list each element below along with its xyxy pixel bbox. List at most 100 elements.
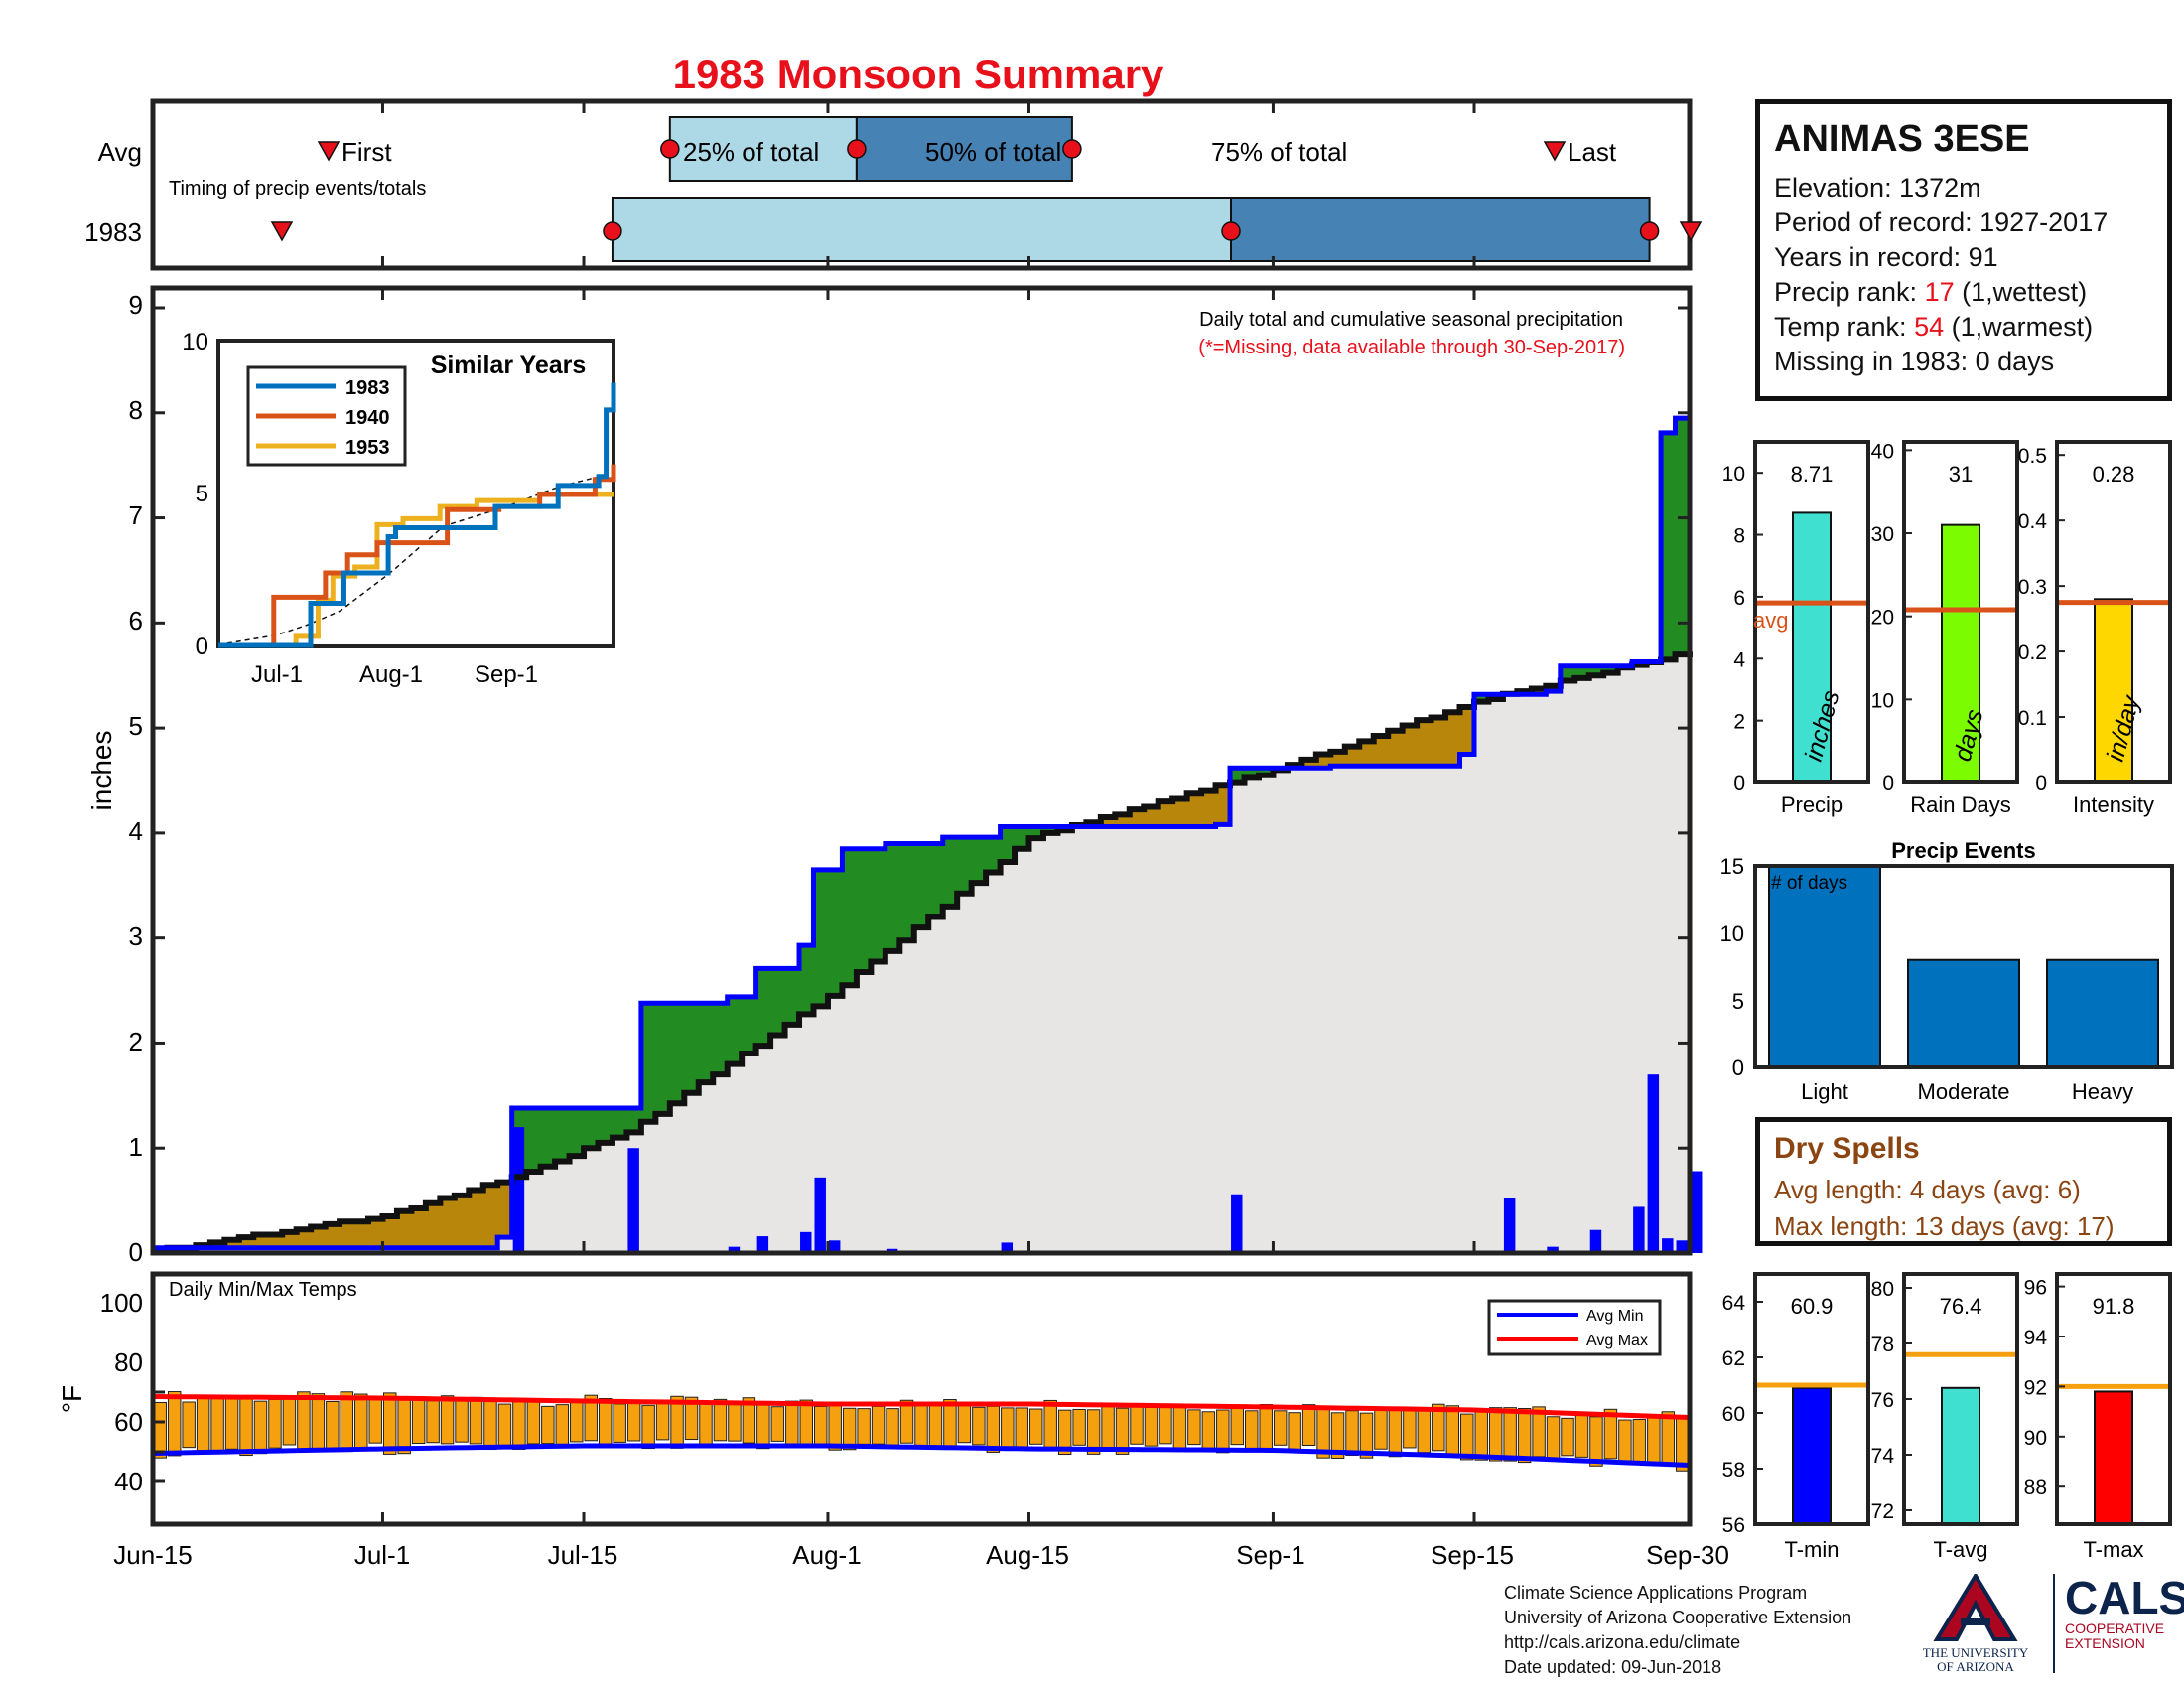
tmin-panel-y-tick: 62 <box>1722 1347 1745 1370</box>
daily-temp-bar <box>555 1404 570 1445</box>
daily-temp-bar <box>943 1399 957 1450</box>
daily-precip-bar <box>814 1177 826 1253</box>
tmin-panel-label: T-min <box>1785 1537 1840 1562</box>
surplus-area <box>569 1108 585 1157</box>
daily-temp-bar <box>512 1401 526 1450</box>
deficit-area <box>482 1185 498 1248</box>
deficit-area <box>224 1239 240 1248</box>
surplus-area <box>612 1108 628 1138</box>
daily-temp-bar <box>1101 1403 1115 1450</box>
daily-temp-bar <box>1245 1410 1259 1453</box>
daily-temp-bar <box>899 1399 914 1444</box>
year-50-75-bar <box>1230 197 1651 262</box>
daily-temp-bar <box>469 1396 483 1445</box>
daily-temp-bar <box>239 1395 253 1457</box>
daily-temp-bar <box>655 1400 670 1441</box>
daily-temp-bar <box>1144 1406 1159 1447</box>
legend-label-1983: 1983 <box>345 377 390 399</box>
precip-rank-value: 17 <box>1924 277 1955 307</box>
inset-average-line <box>217 474 607 646</box>
y-tick: 2 <box>129 1027 143 1056</box>
daily-temp-bar <box>756 1403 770 1450</box>
timing-panel: Avg 1983 Timing of precip events/totals … <box>84 98 1703 271</box>
average-cumulative-area <box>153 651 1690 1253</box>
daily-temp-bar <box>570 1401 584 1443</box>
deficit-area <box>425 1202 441 1248</box>
events-y-tick: 10 <box>1720 921 1744 946</box>
year-25-50-bar <box>611 197 1232 262</box>
main-frame <box>150 285 1693 1256</box>
daily-temp-bar <box>785 1400 799 1448</box>
surplus-area <box>813 869 829 1007</box>
surplus-area <box>928 843 944 917</box>
events-x-tick: Moderate <box>1918 1079 2010 1104</box>
daily-temp-bar <box>813 1405 828 1446</box>
daily-temp-bar <box>1130 1406 1144 1445</box>
tmax-panel-y-tick: 94 <box>2024 1327 2048 1349</box>
daily-temp-bar <box>196 1395 210 1454</box>
events-frame <box>1753 864 2174 1069</box>
surplus-area <box>669 1003 685 1104</box>
precip-events-chart: Precip Events # of days 0 5 10 15 Light … <box>1720 838 2174 1104</box>
surplus-area <box>885 843 900 951</box>
temp-frame <box>150 1271 1693 1527</box>
surplus-area <box>584 1108 600 1149</box>
y-tick: 7 <box>129 500 143 530</box>
tmin-panel-value: 60.9 <box>1791 1294 1834 1319</box>
daily-temp-bar <box>770 1406 785 1442</box>
daily-temp-bar <box>728 1401 742 1442</box>
deficit-area <box>1402 725 1418 767</box>
daily-precip-bar <box>1633 1206 1645 1253</box>
daily-temp-bar <box>1288 1412 1301 1452</box>
surplus-area <box>626 1108 642 1133</box>
inset-legend: 1983 1940 1953 <box>246 365 407 467</box>
rain-days-panel-y-tick: 20 <box>1871 607 1894 630</box>
event-bar <box>1907 958 2020 1069</box>
tavg-panel-bar <box>1941 1386 1980 1526</box>
precip-panel-y-tick: 8 <box>1733 525 1745 548</box>
x-tick: Aug-1 <box>792 1540 861 1570</box>
daily-precip-bar <box>1547 1246 1559 1253</box>
deficit-area <box>238 1237 254 1248</box>
dry-spells-box: Dry Spells Avg length: 4 days (avg: 6) M… <box>1755 1117 2172 1246</box>
temp-rank-prefix: Temp rank: <box>1774 312 1915 342</box>
legend-label-1953: 1953 <box>345 437 390 459</box>
inset-series-line <box>218 464 616 648</box>
daily-temp-bar <box>354 1393 368 1449</box>
station-elevation: Elevation: 1372m <box>1774 173 1981 203</box>
y-tick: 8 <box>129 395 143 425</box>
precip-panel-bar <box>1792 511 1832 783</box>
avg-min-line <box>152 1443 1691 1468</box>
main-annotation: Daily total and cumulative seasonal prec… <box>1199 309 1623 331</box>
daily-temp-bar <box>368 1398 382 1444</box>
daily-temp-bar <box>1574 1413 1589 1458</box>
tmax-panel-y-tick: 92 <box>2024 1376 2047 1399</box>
daily-temp-bar <box>1072 1408 1086 1446</box>
daily-precip-bar <box>1001 1242 1014 1253</box>
daily-temp-bar <box>1216 1409 1230 1454</box>
daily-temp-bar <box>411 1396 426 1445</box>
deficit-area <box>440 1197 456 1248</box>
deficit-area <box>325 1223 341 1248</box>
deficit-area <box>1158 801 1173 827</box>
main-y-ticks: 0 1 2 3 4 5 6 7 8 9 <box>129 290 143 1267</box>
footer-credits: Climate Science Applications Program Uni… <box>1504 1581 1851 1680</box>
tavg-panel-y-tick: 74 <box>1871 1445 1895 1468</box>
rain-days-panel-y-tick: 40 <box>1871 440 1894 463</box>
inset-y-tick: 0 <box>196 633 208 660</box>
legend-label-1940: 1940 <box>345 407 390 429</box>
surplus-area <box>684 1003 700 1093</box>
deficit-area <box>469 1190 484 1248</box>
tmin-panel-frame <box>1753 1272 1870 1526</box>
rain-days-panel-y-tick: 0 <box>1882 773 1894 795</box>
daily-temp-bar <box>1603 1408 1618 1460</box>
deficit-area <box>411 1208 427 1248</box>
deficit-area <box>1115 814 1131 827</box>
inset-x-ticks: Jul-1 Aug-1 Sep-1 <box>251 661 538 688</box>
daily-temp-bar <box>598 1397 613 1449</box>
surplus-area <box>1588 665 1604 676</box>
surplus-area <box>1560 665 1575 681</box>
precip-panel-y-tick: 0 <box>1733 773 1745 795</box>
daily-temp-bar <box>182 1401 196 1449</box>
surplus-area <box>1000 826 1016 862</box>
